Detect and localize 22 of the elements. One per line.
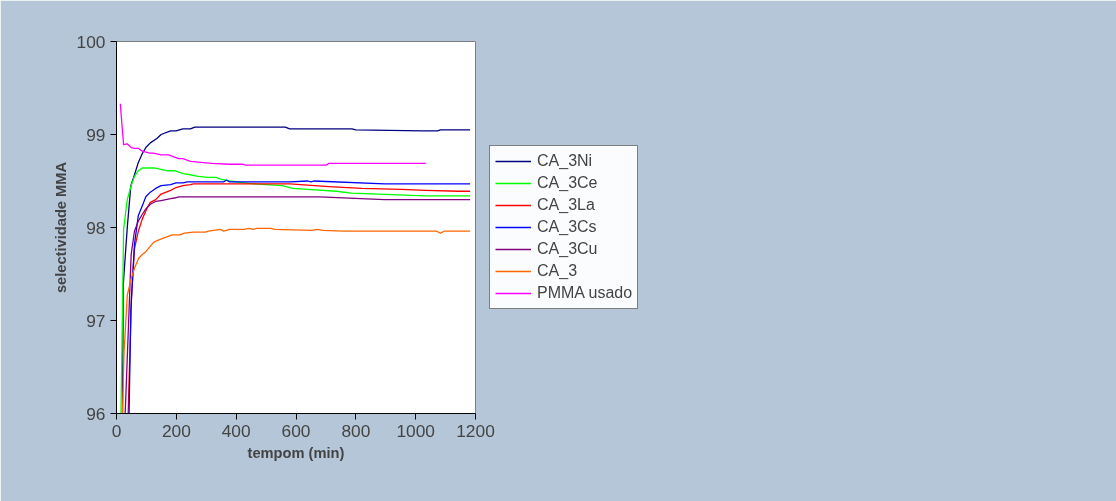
x-axis-title: tempom (min) [247,444,345,461]
y-tick-label: 97 [86,310,106,331]
legend-label: CA_3Ni [537,152,593,170]
x-tick-label: 0 [111,420,122,441]
y-tick-label: 98 [86,217,106,238]
x-tick-label: 1200 [456,420,495,441]
legend-label: PMMA usado [537,284,633,302]
line-series [119,103,427,166]
legend-label: CA_3Ce [537,174,598,192]
x-tick-label: 600 [281,420,311,441]
legend-label: CA_3 [537,262,578,280]
x-tick-label: 1000 [396,420,435,441]
y-tick-label: 96 [86,403,106,424]
legend-label: CA_3Cu [537,240,598,258]
x-tick-label: 200 [161,420,191,441]
y-tick-label: 99 [86,124,106,145]
legend-label: CA_3La [537,196,595,214]
legend-label: CA_3Cs [537,218,597,236]
y-axis-title: selectividade MMA [52,161,69,294]
x-tick-label: 400 [221,420,251,441]
x-tick-label: 800 [341,420,371,441]
y-tick-label: 100 [76,31,106,52]
